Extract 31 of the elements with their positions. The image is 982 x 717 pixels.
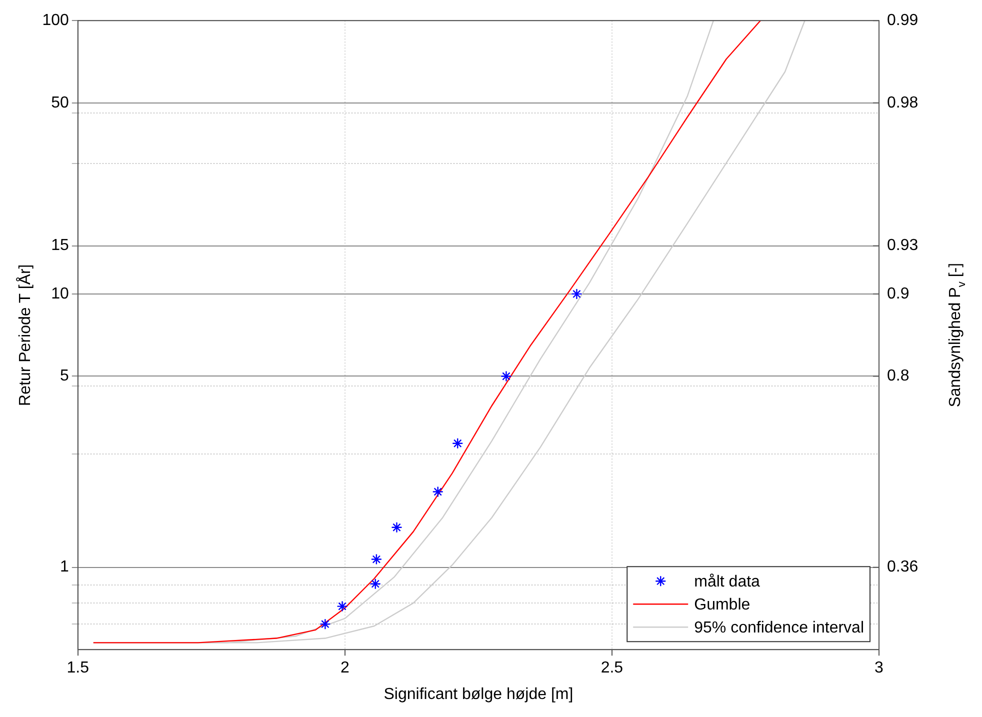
text: 0.99 xyxy=(887,12,918,30)
text: 0.9 xyxy=(887,285,910,302)
y-tick-label: 10 xyxy=(51,285,69,302)
point xyxy=(370,554,382,565)
legend-label: Gumble xyxy=(694,596,750,614)
y-tick-label: 100 xyxy=(42,12,69,30)
x-tick-label: 2 xyxy=(340,660,350,677)
y-tick-label: 15 xyxy=(51,237,69,254)
text: 0.93 xyxy=(887,237,918,254)
x-tick-label: 1.5 xyxy=(66,660,90,677)
y-tick-label: 5 xyxy=(60,368,69,385)
point xyxy=(336,600,348,612)
point xyxy=(571,288,582,300)
point xyxy=(391,522,402,533)
y-axis-title: Retur Periode T [År] xyxy=(16,264,34,406)
legend-label: målt data xyxy=(694,574,760,591)
y2-axis-title: Sandsynlighed Pv [-] xyxy=(947,262,968,408)
point xyxy=(370,578,381,590)
text: 0.36 xyxy=(887,558,918,576)
y-tick-label: 1 xyxy=(60,558,69,576)
legend-label: 95% confidence interval xyxy=(694,620,864,637)
point xyxy=(500,370,512,382)
point xyxy=(452,438,464,449)
text: 0.98 xyxy=(887,94,918,112)
text: 0.8 xyxy=(887,368,910,385)
x-tick-label: 3 xyxy=(874,660,884,677)
point xyxy=(320,618,331,630)
x-axis-title: Significant bølge højde [m] xyxy=(384,686,574,703)
point xyxy=(432,486,444,498)
x-tick-label: 2.5 xyxy=(600,660,624,677)
y-tick-label: 50 xyxy=(51,94,69,112)
